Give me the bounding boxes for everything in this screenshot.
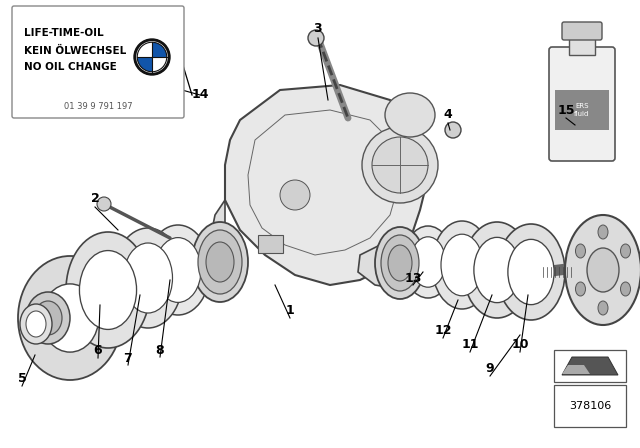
Ellipse shape <box>372 137 428 193</box>
FancyBboxPatch shape <box>12 6 184 118</box>
Text: 378106: 378106 <box>569 401 611 411</box>
Ellipse shape <box>575 244 586 258</box>
Ellipse shape <box>381 235 419 291</box>
Polygon shape <box>562 357 618 375</box>
Text: KEIN ÖLWECHSEL: KEIN ÖLWECHSEL <box>24 46 126 56</box>
Bar <box>554 350 626 382</box>
Ellipse shape <box>192 222 248 302</box>
Circle shape <box>137 42 167 72</box>
FancyBboxPatch shape <box>562 22 602 40</box>
Text: 8: 8 <box>156 344 164 357</box>
Text: 1: 1 <box>285 303 294 316</box>
Text: 11: 11 <box>461 339 479 352</box>
Text: 9: 9 <box>486 362 494 375</box>
Text: 7: 7 <box>124 352 132 365</box>
Ellipse shape <box>497 224 565 320</box>
Polygon shape <box>562 365 590 374</box>
Ellipse shape <box>403 226 453 298</box>
Ellipse shape <box>34 301 62 335</box>
Ellipse shape <box>18 256 122 380</box>
Ellipse shape <box>362 127 438 203</box>
Ellipse shape <box>388 245 412 281</box>
Ellipse shape <box>474 237 520 303</box>
Ellipse shape <box>441 234 483 296</box>
Ellipse shape <box>445 122 461 138</box>
Wedge shape <box>152 57 167 72</box>
Ellipse shape <box>20 304 52 344</box>
Text: 4: 4 <box>444 108 452 121</box>
Text: LIFE-TIME-OIL: LIFE-TIME-OIL <box>24 28 104 38</box>
Wedge shape <box>137 57 152 72</box>
Text: 15: 15 <box>557 103 575 116</box>
Ellipse shape <box>113 228 183 328</box>
Ellipse shape <box>198 230 242 294</box>
Ellipse shape <box>587 248 619 292</box>
Polygon shape <box>180 230 235 295</box>
Text: 5: 5 <box>18 371 26 384</box>
Text: 13: 13 <box>404 271 422 284</box>
Ellipse shape <box>308 30 324 46</box>
Bar <box>569 35 595 55</box>
Ellipse shape <box>598 301 608 315</box>
Text: 12: 12 <box>435 323 452 336</box>
Circle shape <box>134 39 170 75</box>
Text: 2: 2 <box>91 191 99 204</box>
Ellipse shape <box>206 242 234 282</box>
Bar <box>555 90 609 130</box>
Ellipse shape <box>375 227 425 299</box>
Ellipse shape <box>598 225 608 239</box>
Ellipse shape <box>575 282 586 296</box>
Wedge shape <box>152 42 167 57</box>
FancyBboxPatch shape <box>549 47 615 161</box>
Polygon shape <box>210 200 240 290</box>
Text: ERS
fluid: ERS fluid <box>574 103 589 116</box>
Ellipse shape <box>565 215 640 325</box>
Ellipse shape <box>280 180 310 210</box>
Ellipse shape <box>42 284 99 352</box>
Ellipse shape <box>146 225 210 315</box>
Ellipse shape <box>508 239 554 305</box>
Ellipse shape <box>66 232 150 348</box>
Text: 3: 3 <box>314 22 323 34</box>
Ellipse shape <box>621 244 630 258</box>
Polygon shape <box>358 240 430 290</box>
Ellipse shape <box>432 221 492 309</box>
Ellipse shape <box>79 250 136 329</box>
Ellipse shape <box>97 197 111 211</box>
Ellipse shape <box>621 282 630 296</box>
Ellipse shape <box>385 93 435 137</box>
Text: 01 39 9 791 197: 01 39 9 791 197 <box>64 102 132 111</box>
Text: 14: 14 <box>191 89 209 102</box>
Ellipse shape <box>124 243 173 313</box>
Bar <box>554 385 626 427</box>
Ellipse shape <box>26 311 46 337</box>
Bar <box>258 235 283 253</box>
Text: 6: 6 <box>93 344 102 357</box>
Ellipse shape <box>410 237 445 287</box>
Wedge shape <box>137 42 152 57</box>
Ellipse shape <box>26 292 70 344</box>
Ellipse shape <box>463 222 531 318</box>
Text: NO OIL CHANGE: NO OIL CHANGE <box>24 62 116 72</box>
Ellipse shape <box>155 237 201 302</box>
Text: 10: 10 <box>511 339 529 352</box>
Polygon shape <box>225 85 430 285</box>
